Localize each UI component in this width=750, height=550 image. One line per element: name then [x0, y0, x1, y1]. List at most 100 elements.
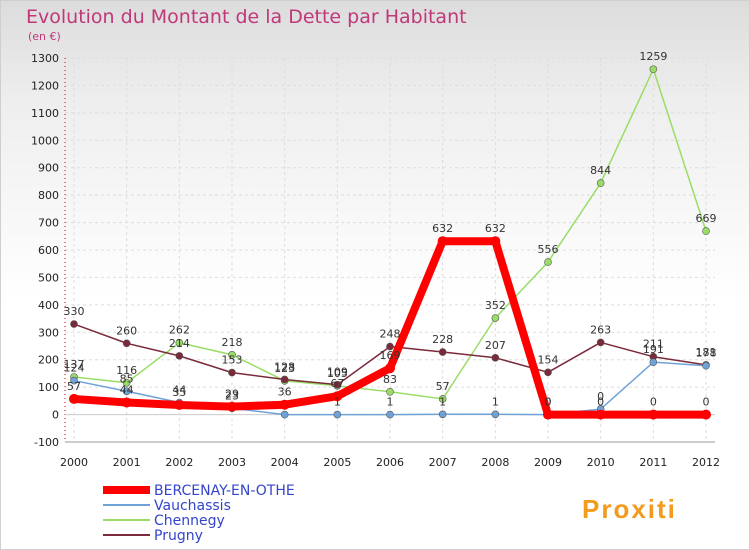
series-point-2 — [175, 338, 184, 347]
series-point-0 — [332, 391, 343, 402]
series-point-0 — [701, 409, 711, 420]
series-point-0 — [121, 397, 132, 408]
x-tick-label: 2002 — [165, 456, 193, 469]
series-point-3 — [491, 353, 500, 362]
series-point-3 — [596, 338, 605, 347]
series-point-2 — [438, 395, 447, 403]
y-tick-label: 800 — [38, 189, 59, 202]
x-tick-label: 2012 — [692, 456, 720, 469]
data-label: 35 — [172, 386, 186, 399]
data-label: 137 — [64, 358, 85, 371]
series-point-3 — [280, 375, 289, 384]
y-tick-label: 700 — [38, 217, 59, 230]
data-label: 0 — [545, 396, 552, 409]
data-label: 207 — [485, 339, 506, 352]
data-label: 211 — [643, 338, 664, 351]
data-label: 181 — [696, 346, 717, 359]
series-point-3 — [70, 320, 78, 328]
series-point-0 — [227, 401, 237, 412]
proxiti-logo-text: Proxiti — [582, 494, 677, 524]
data-label: 844 — [590, 164, 611, 177]
y-tick-label: 500 — [38, 271, 59, 284]
y-tick-label: 1200 — [31, 79, 59, 92]
series-point-3 — [438, 348, 447, 356]
legend-label-1: Vauchassis — [154, 498, 231, 514]
data-label: 124 — [64, 362, 85, 375]
data-label: 263 — [590, 323, 611, 336]
series-point-2 — [649, 65, 658, 74]
data-label: 0 — [545, 396, 552, 409]
series-point-1 — [491, 410, 500, 419]
series-point-1 — [333, 410, 342, 419]
data-label: 1259 — [639, 50, 667, 63]
data-label: 1 — [387, 396, 394, 409]
series-point-3 — [122, 339, 131, 348]
series-point-2 — [386, 388, 394, 396]
y-tick-label: 1000 — [31, 134, 59, 147]
data-label: 191 — [643, 343, 664, 356]
y-tick-label: 0 — [52, 409, 59, 422]
legend-label-3: Prugny — [154, 528, 203, 544]
chart-subtitle: (en €) — [28, 30, 61, 43]
legend-label-2: Chennegy — [154, 513, 225, 529]
data-label: 85 — [120, 372, 134, 385]
data-label: 262 — [169, 324, 190, 337]
series-point-0 — [69, 393, 79, 404]
y-tick-label: 300 — [38, 326, 59, 339]
data-label: 153 — [222, 354, 243, 367]
y-tick-label: 400 — [38, 299, 59, 312]
data-label: 1 — [439, 395, 446, 408]
x-tick-label: 2008 — [481, 456, 509, 469]
y-tick-label: 200 — [38, 354, 59, 367]
data-label: 0 — [650, 396, 657, 409]
axes: -100010020030040050060070080090010001100… — [31, 52, 720, 469]
data-label: 44 — [120, 384, 134, 397]
x-tick-label: 2005 — [323, 456, 351, 469]
data-label: 57 — [67, 380, 81, 393]
data-label: 218 — [222, 336, 243, 349]
data-label: 57 — [436, 380, 450, 393]
data-label: 632 — [485, 222, 506, 235]
data-label: 0 — [597, 396, 604, 409]
data-label: 154 — [538, 353, 559, 366]
y-tick-label: 900 — [38, 162, 59, 175]
series-point-2 — [122, 378, 131, 387]
data-label: 128 — [274, 360, 295, 373]
data-label: 1 — [334, 396, 341, 409]
series-point-1 — [280, 410, 289, 419]
data-label: 23 — [225, 389, 239, 402]
data-label: 1 — [492, 395, 499, 408]
data-label: 669 — [696, 212, 717, 225]
data-label: 169 — [380, 349, 401, 362]
series-point-1 — [702, 361, 710, 370]
series-point-0 — [490, 236, 501, 247]
data-label: 352 — [485, 299, 506, 312]
series-point-2 — [491, 314, 500, 322]
series-point-3 — [175, 352, 184, 360]
data-label: 632 — [432, 222, 453, 235]
series-point-3 — [386, 342, 394, 351]
series-point-1 — [70, 376, 78, 385]
series-point-0 — [595, 409, 606, 420]
series-point-0 — [385, 363, 395, 374]
data-label: 214 — [169, 337, 190, 350]
series-point-2 — [544, 258, 552, 266]
y-tick-label: 1300 — [31, 52, 59, 65]
data-label: 228 — [432, 333, 453, 346]
data-label: 0 — [703, 396, 710, 409]
series-point-1 — [438, 410, 447, 419]
y-tick-label: -100 — [34, 436, 59, 449]
data-label: 330 — [64, 305, 85, 318]
series-lines — [69, 65, 711, 420]
series-point-2 — [702, 227, 710, 235]
data-label: 178 — [696, 347, 717, 360]
x-tick-label: 2009 — [534, 456, 562, 469]
series-point-0 — [279, 399, 290, 410]
x-tick-label: 2004 — [271, 456, 299, 469]
series-point-0 — [543, 409, 553, 420]
proxiti-logo: Proxiti — [582, 494, 677, 524]
data-label: 67 — [330, 377, 344, 390]
